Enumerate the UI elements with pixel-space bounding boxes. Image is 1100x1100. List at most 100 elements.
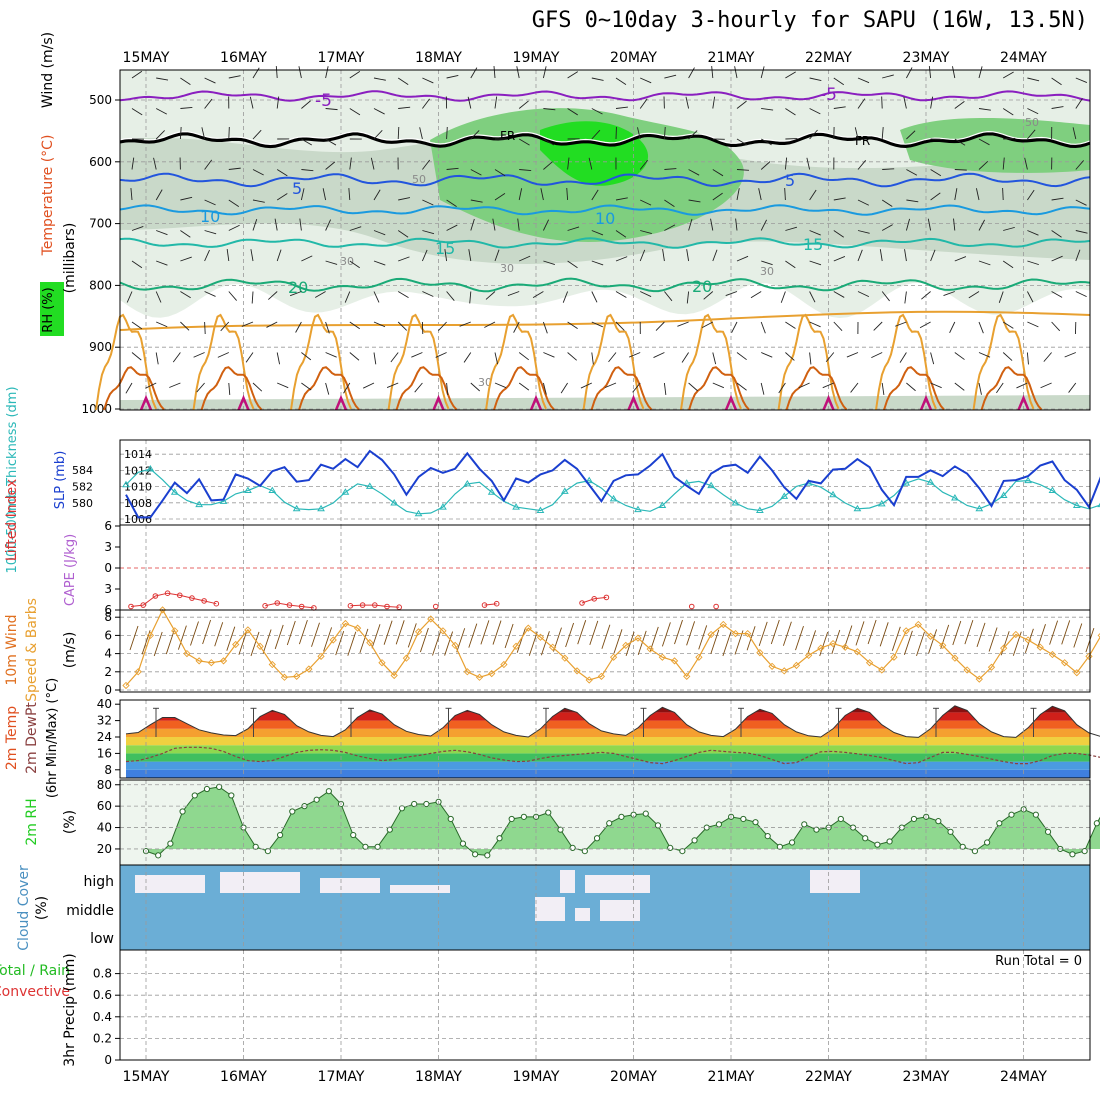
temp-band — [126, 728, 1090, 737]
wind-barb — [217, 352, 229, 358]
wind10-barb — [456, 628, 466, 653]
wind-barb — [252, 199, 265, 203]
wind10-marker — [439, 627, 447, 635]
temp-contour-warm — [777, 313, 840, 411]
wind-barb — [998, 291, 1004, 303]
rh2m-marker — [837, 815, 844, 823]
wind-barb — [228, 126, 230, 140]
temp-contour-hot — [980, 366, 1043, 411]
wind10-marker — [463, 668, 471, 676]
wind-barb — [518, 188, 523, 201]
wind-barb — [735, 218, 738, 231]
wind10-barb — [565, 622, 575, 648]
wind-barb — [204, 159, 213, 170]
wind-barb — [301, 138, 313, 146]
wind10-marker — [914, 620, 922, 629]
wind-barb — [373, 321, 386, 328]
rh2m-marker — [996, 820, 1003, 827]
wind-barb — [857, 199, 869, 206]
wind10-marker — [719, 620, 727, 629]
wind-barb — [315, 291, 326, 298]
wind-barb — [780, 291, 786, 303]
wind-barb — [245, 352, 254, 363]
wind-barb — [662, 249, 665, 262]
wind-barb — [228, 224, 240, 231]
li-marker — [493, 600, 500, 607]
temp2m-frame — [119, 699, 1091, 779]
wind-barb — [1075, 199, 1087, 206]
wind10-barb — [407, 623, 417, 648]
wind10-label-b: Speed & Barbs — [24, 598, 40, 702]
temp-contour-peak — [1017, 394, 1030, 411]
temp-contour-hot — [883, 366, 945, 411]
rh2m-marker — [569, 844, 576, 851]
wind-barb — [411, 352, 423, 358]
wind-barb — [591, 260, 604, 266]
wind-barb — [881, 291, 890, 302]
wind-barb — [446, 74, 459, 79]
wind-barb — [370, 157, 375, 170]
wind-barb — [825, 352, 835, 363]
wind-barb — [833, 197, 846, 201]
wind10-barb — [419, 627, 429, 653]
wind-barb — [688, 218, 693, 231]
wind10-marker — [317, 652, 325, 660]
wind-barb — [996, 382, 1004, 394]
wind10-frame — [119, 609, 1091, 693]
wind-barb — [615, 291, 627, 298]
wind-barb — [204, 77, 216, 84]
wind-barb — [785, 352, 795, 361]
precip-ytick-label: 0 — [104, 1053, 112, 1067]
wind-barb — [542, 321, 548, 334]
wind10-marker — [1012, 630, 1020, 639]
wind-barb — [954, 169, 967, 171]
wind-barb — [543, 161, 553, 170]
cloud-unit: (%) — [34, 896, 50, 920]
wind10-marker — [1024, 636, 1032, 644]
wind-barb — [131, 226, 144, 231]
wind-barb — [688, 199, 701, 203]
wind-barb — [543, 352, 555, 358]
temp2m-ytick-label: 8 — [104, 763, 112, 777]
wind10-barb — [250, 631, 260, 657]
li-marker — [262, 603, 268, 609]
wind-barb — [833, 106, 846, 109]
wind-barb — [760, 382, 765, 395]
contour-label-20: 20 — [288, 278, 308, 297]
wind-barb — [268, 291, 278, 300]
wind-barb — [809, 321, 821, 328]
wind-barb — [809, 352, 812, 365]
li-marker — [274, 600, 281, 606]
wind-barb — [325, 321, 330, 334]
wind-barb — [1043, 352, 1052, 362]
temp-band — [126, 753, 1090, 762]
wind-barb — [879, 249, 883, 262]
wind10-barb — [528, 631, 538, 656]
wind-barb — [1072, 127, 1077, 140]
temp2m-label: 2m Temp — [4, 706, 20, 770]
wind-barb — [809, 108, 821, 115]
wind-barb — [710, 218, 714, 231]
thickness-marker — [755, 506, 764, 513]
wind-barb — [494, 382, 507, 389]
wind10-barb — [165, 629, 175, 655]
upper-wind-label: Wind (m/s) — [40, 32, 56, 108]
temp-contour-warm — [387, 313, 450, 411]
wind-barb — [422, 291, 434, 297]
wind-barb — [688, 169, 700, 176]
thickness-marker — [585, 476, 594, 484]
wind-barb — [301, 169, 314, 172]
wind10-marker — [622, 641, 630, 650]
wind-barb — [906, 199, 919, 203]
date-label-top: 16MAY — [220, 50, 267, 66]
wind-barb — [567, 352, 577, 361]
cloud-mid-gap — [575, 908, 590, 921]
wind-barb — [664, 168, 677, 170]
wind-barb — [494, 169, 506, 177]
wind-barb — [906, 382, 916, 392]
wind-barb — [446, 199, 457, 207]
temp-band — [126, 720, 1090, 729]
wind-barb — [712, 96, 716, 109]
li-ytick-label: 3 — [104, 540, 112, 554]
wind-barb — [1002, 352, 1013, 361]
